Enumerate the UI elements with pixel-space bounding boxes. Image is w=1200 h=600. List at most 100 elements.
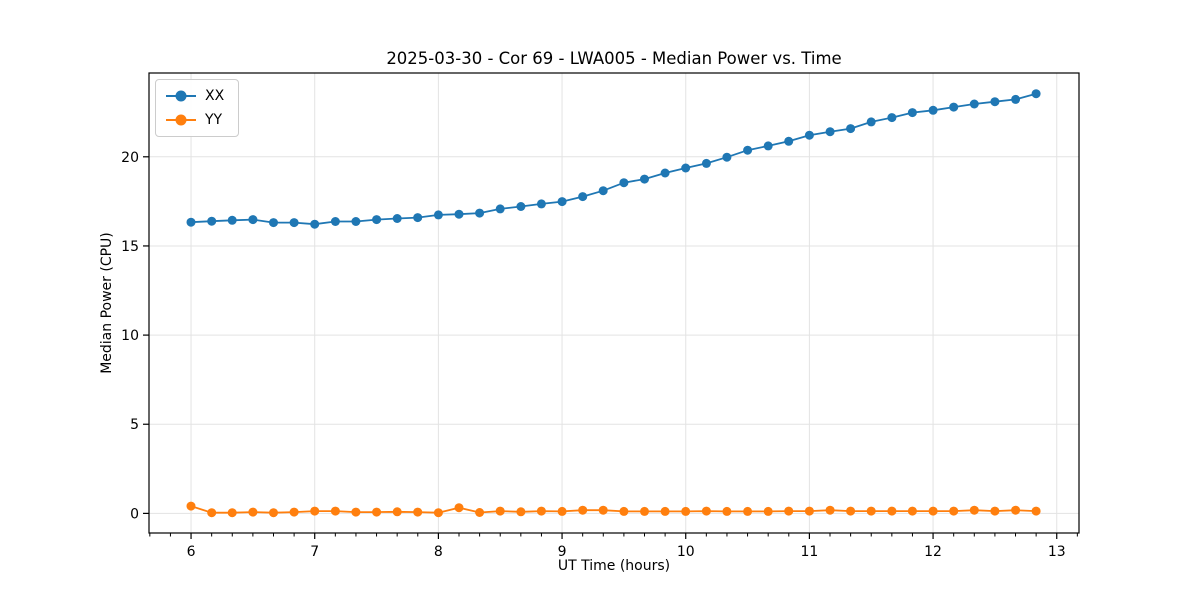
data-point-yy: [598, 505, 608, 515]
data-point-xx: [784, 136, 794, 146]
data-point-yy: [516, 507, 526, 517]
data-point-yy: [846, 506, 856, 516]
data-point-yy: [372, 507, 382, 517]
data-point-xx: [310, 219, 320, 229]
legend-item-xx: XX: [166, 86, 224, 106]
data-point-yy: [887, 506, 897, 516]
data-point-yy: [454, 503, 464, 513]
x-axis-label: UT Time (hours): [558, 558, 670, 574]
data-point-yy: [433, 508, 443, 518]
data-point-xx: [536, 199, 546, 209]
data-point-yy: [1031, 506, 1041, 516]
y-tick-label: 0: [130, 506, 139, 522]
data-point-yy: [413, 507, 423, 517]
data-point-xx: [207, 216, 217, 226]
data-point-xx: [907, 108, 917, 118]
data-point-yy: [536, 506, 546, 516]
data-point-xx: [351, 217, 361, 226]
data-point-xx: [227, 215, 237, 225]
y-tick-label: 15: [121, 239, 139, 255]
data-point-yy: [660, 506, 670, 516]
data-point-yy: [310, 506, 320, 516]
data-point-xx: [598, 186, 608, 196]
legend-line-sample: [166, 114, 196, 126]
data-point-xx: [866, 117, 876, 127]
legend: XX YY: [155, 79, 240, 137]
data-point-xx: [990, 97, 1000, 107]
data-point-yy: [701, 506, 711, 516]
tick-layer: [143, 156, 1078, 539]
data-point-yy: [969, 505, 979, 515]
data-point-yy: [722, 506, 732, 516]
data-point-xx: [495, 204, 505, 214]
data-point-xx: [1011, 94, 1021, 104]
data-point-yy: [227, 508, 237, 518]
data-point-xx: [289, 218, 299, 228]
data-point-xx: [269, 218, 278, 228]
data-point-yy: [619, 506, 629, 516]
y-tick-label: 10: [121, 328, 139, 344]
data-point-yy: [784, 506, 794, 516]
data-point-yy: [928, 506, 938, 516]
data-point-yy: [640, 506, 649, 516]
data-point-xx: [722, 152, 732, 162]
legend-marker-icon: [175, 90, 187, 102]
data-point-yy: [495, 506, 505, 516]
data-point-yy: [207, 508, 217, 518]
data-point-yy: [578, 505, 588, 515]
data-point-xx: [681, 163, 691, 173]
data-point-yy: [289, 507, 299, 517]
chart-title: 2025-03-30 - Cor 69 - LWA005 - Median Po…: [386, 49, 841, 68]
legend-line-sample: [166, 90, 196, 102]
data-point-yy: [949, 506, 959, 516]
data-point-yy: [825, 505, 835, 515]
data-point-xx: [887, 113, 897, 123]
data-point-xx: [433, 210, 443, 220]
data-point-yy: [351, 507, 361, 517]
data-point-xx: [372, 215, 382, 225]
data-point-yy: [990, 506, 1000, 516]
data-point-xx: [660, 168, 670, 178]
legend-item-yy: YY: [166, 110, 224, 130]
grid-layer: [149, 73, 1079, 533]
data-point-xx: [969, 99, 979, 109]
data-point-yy: [866, 506, 876, 516]
data-point-yy: [475, 508, 485, 517]
x-tick-label: 6: [187, 544, 196, 560]
data-point-xx: [516, 202, 526, 211]
data-point-yy: [1011, 505, 1021, 515]
data-point-xx: [619, 178, 629, 188]
data-point-yy: [804, 506, 814, 516]
y-axis-label: Median Power (CPU): [99, 232, 115, 374]
x-tick-label: 13: [1048, 544, 1066, 560]
data-point-yy: [248, 507, 258, 517]
data-point-xx: [248, 215, 258, 225]
data-point-xx: [846, 124, 856, 134]
plot-border: [148, 72, 1080, 534]
data-point-xx: [825, 127, 835, 137]
y-tick-label: 20: [121, 150, 139, 166]
data-point-xx: [454, 209, 464, 219]
data-point-yy: [269, 508, 278, 518]
data-point-xx: [701, 158, 711, 168]
x-tick-label: 10: [677, 544, 695, 560]
data-point-xx: [640, 174, 649, 184]
data-point-xx: [578, 192, 588, 202]
data-point-xx: [804, 130, 814, 140]
x-tick-label: 11: [800, 544, 818, 560]
data-point-yy: [743, 506, 753, 516]
data-point-xx: [186, 217, 196, 227]
series-layer: [186, 89, 1041, 518]
x-tick-label: 12: [924, 544, 942, 560]
data-point-xx: [330, 217, 340, 226]
legend-label: XX: [205, 88, 225, 104]
data-point-xx: [1031, 89, 1041, 99]
x-tick-label: 8: [434, 544, 443, 560]
tick-label-layer: 6 7 8 9 10 11 12 13 0 5 10 15 20: [121, 150, 1065, 560]
data-point-yy: [763, 506, 773, 516]
data-point-yy: [907, 506, 917, 516]
data-point-xx: [413, 213, 423, 223]
data-point-xx: [392, 214, 402, 223]
data-point-xx: [557, 197, 567, 207]
